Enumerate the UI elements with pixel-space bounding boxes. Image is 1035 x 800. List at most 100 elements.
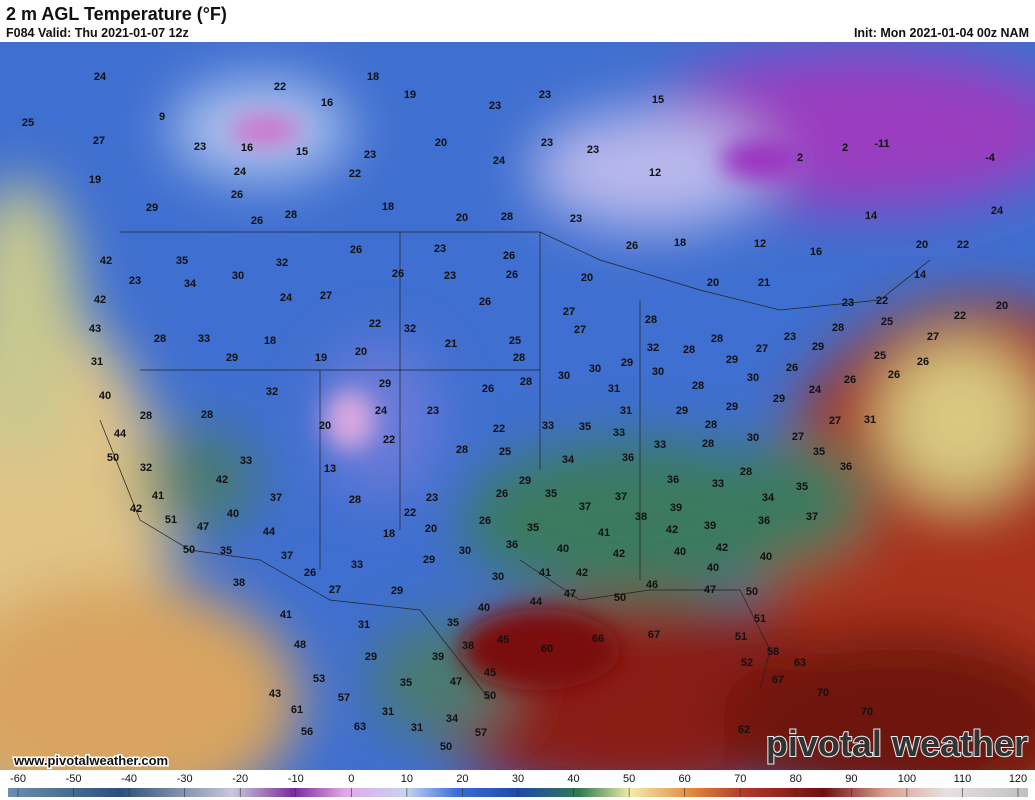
- temperature-label: 28: [513, 352, 525, 364]
- colorbar-tick-label: 90: [845, 773, 857, 785]
- temperature-label: 40: [760, 551, 772, 563]
- temperature-label: 20: [456, 212, 468, 224]
- temperature-label: 20: [425, 523, 437, 535]
- colorbar-tick-label: 80: [790, 773, 802, 785]
- colorbar-tick-label: -20: [232, 773, 248, 785]
- temperature-label: 28: [705, 419, 717, 431]
- temperature-label: 32: [276, 257, 288, 269]
- temperature-label: 32: [647, 342, 659, 354]
- header-bar: [0, 0, 1035, 42]
- temperature-label: 66: [592, 633, 604, 645]
- temperature-label: 33: [712, 478, 724, 490]
- temperature-label: 29: [519, 475, 531, 487]
- temperature-label: 31: [411, 722, 423, 734]
- temperature-label: 50: [746, 586, 758, 598]
- temperature-label: 9: [159, 111, 165, 123]
- temperature-label: 14: [914, 269, 927, 281]
- temperature-label: 37: [270, 492, 282, 504]
- temperature-label: 31: [864, 414, 876, 426]
- temperature-label: 31: [91, 356, 103, 368]
- temperature-label: 62: [738, 724, 750, 736]
- temperature-label: 26: [392, 268, 404, 280]
- temperature-label: 26: [479, 296, 491, 308]
- temperature-label: 42: [613, 548, 625, 560]
- temperature-label: 2: [842, 142, 848, 154]
- temperature-label: 28: [201, 409, 213, 421]
- temperature-label: 30: [492, 571, 504, 583]
- temperature-label: 18: [674, 237, 686, 249]
- colorbar-tick-label: 20: [456, 773, 468, 785]
- temperature-label: 37: [281, 550, 293, 562]
- temperature-label: 26: [251, 215, 263, 227]
- temperature-label: 32: [404, 323, 416, 335]
- temperature-label: 28: [702, 438, 714, 450]
- temperature-label: 36: [758, 515, 770, 527]
- temperature-label: 38: [462, 640, 474, 652]
- temperature-label: 30: [459, 545, 471, 557]
- temperature-label: 35: [220, 545, 232, 557]
- temperature-label: 58: [767, 646, 779, 658]
- temperature-label: 29: [226, 352, 238, 364]
- temperature-label: 31: [358, 619, 370, 631]
- temperature-label: 16: [241, 142, 253, 154]
- temperature-label: 51: [735, 631, 747, 643]
- temperature-label: 27: [756, 343, 768, 355]
- temperature-label: 50: [107, 452, 119, 464]
- temperature-label: 28: [456, 444, 468, 456]
- temperature-label: 28: [520, 376, 532, 388]
- colorbar-tick-label: 120: [1009, 773, 1027, 785]
- temperature-label: 20: [435, 137, 447, 149]
- temperature-label: 28: [832, 322, 844, 334]
- temperature-label: 42: [100, 255, 112, 267]
- colorbar-tick-label: 100: [898, 773, 916, 785]
- temperature-label: 28: [711, 333, 723, 345]
- temperature-label: 31: [608, 383, 620, 395]
- temperature-label: 25: [499, 446, 511, 458]
- temperature-label: 57: [338, 692, 350, 704]
- init-time: Init: Mon 2021-01-04 00z NAM: [854, 26, 1029, 40]
- temperature-label: 19: [315, 352, 327, 364]
- valid-time: F084 Valid: Thu 2021-01-07 12z: [6, 26, 189, 40]
- temperature-label: 23: [570, 213, 582, 225]
- temperature-label: 70: [817, 687, 829, 699]
- temperature-label: 21: [758, 277, 770, 289]
- temperature-label: 26: [231, 189, 243, 201]
- temperature-label: 50: [440, 741, 452, 753]
- temperature-label: 35: [579, 421, 591, 433]
- temperature-label: 24: [493, 155, 506, 167]
- temperature-label: 35: [400, 677, 412, 689]
- temperature-label: 27: [792, 431, 804, 443]
- temperature-label: 40: [674, 546, 686, 558]
- temperature-label: 35: [545, 488, 557, 500]
- temperature-label: 29: [676, 405, 688, 417]
- colorbar-tick-label: 40: [567, 773, 579, 785]
- colorbar-tick-label: 110: [954, 773, 972, 785]
- temperature-label: 35: [796, 481, 808, 493]
- temperature-label: 41: [152, 490, 164, 502]
- temperature-label: 13: [324, 463, 336, 475]
- colorbar-tick-label: -50: [66, 773, 82, 785]
- temperature-label: 40: [99, 390, 111, 402]
- temperature-label: 34: [762, 492, 775, 504]
- temperature-label: 45: [484, 667, 496, 679]
- temperature-label: 28: [285, 209, 297, 221]
- temperature-label: 37: [579, 501, 591, 513]
- temperature-label: 50: [614, 592, 626, 604]
- temperature-label: 29: [726, 354, 738, 366]
- temperature-label: 43: [89, 323, 101, 335]
- temperature-label: 15: [652, 94, 664, 106]
- temperature-label: 29: [621, 357, 633, 369]
- temperature-label: 34: [184, 278, 197, 290]
- temperature-label: 25: [22, 117, 34, 129]
- temperature-label: 47: [704, 584, 716, 596]
- temperature-label: 33: [240, 455, 252, 467]
- temperature-label: 31: [382, 706, 394, 718]
- temperature-label: 44: [114, 428, 127, 440]
- temperature-label: 26: [917, 356, 929, 368]
- temperature-label: 14: [865, 210, 878, 222]
- temperature-label: 2: [797, 152, 803, 164]
- temperature-label: 20: [319, 420, 331, 432]
- temperature-label: 33: [542, 420, 554, 432]
- temperature-label: 28: [692, 380, 704, 392]
- temperature-label: 48: [294, 639, 306, 651]
